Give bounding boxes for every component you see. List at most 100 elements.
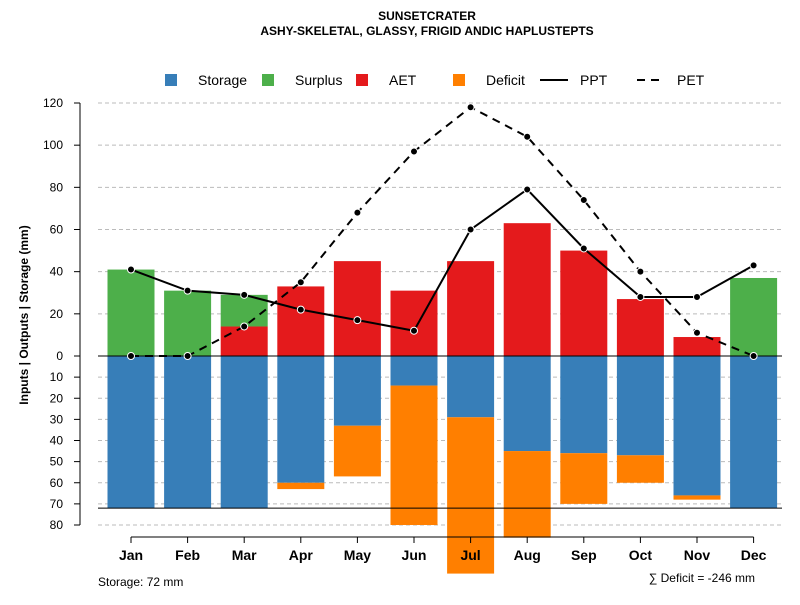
x-tick-label: Mar <box>232 547 257 563</box>
storage-bar <box>673 356 721 496</box>
deficit-bar <box>673 495 721 500</box>
ppt-point <box>523 185 532 194</box>
ppt-point <box>579 244 588 253</box>
y-tick-label: 60 <box>50 476 64 490</box>
pet-point <box>127 352 135 360</box>
y-tick-label: 30 <box>50 412 64 426</box>
y-tick-label: 120 <box>43 96 63 110</box>
aet-bar <box>616 299 664 356</box>
x-tick-label: Dec <box>741 547 767 563</box>
footer-deficit: ∑ Deficit = -246 mm <box>649 571 755 585</box>
ppt-line <box>130 188 755 332</box>
ppt-point <box>749 261 758 270</box>
ppt-point <box>410 326 418 335</box>
footer-storage: Storage: 72 mm <box>98 575 183 589</box>
ppt-point <box>693 292 701 301</box>
pet-point <box>410 147 418 156</box>
storage-bar <box>560 356 608 454</box>
chart-title: SUNSETCRATER <box>378 9 476 23</box>
deficit-bar <box>277 482 325 490</box>
y-tick-label: 50 <box>50 455 64 469</box>
x-tick-label: Feb <box>175 547 200 563</box>
storage-bar <box>390 356 438 386</box>
y-tick-label: 70 <box>50 497 64 511</box>
storage-bar <box>730 356 778 509</box>
y-axis-title: Inputs | Outputs | Storage (mm) <box>17 225 31 404</box>
surplus-bar <box>107 269 155 356</box>
lines-layer <box>127 103 758 360</box>
legend: Storage Surplus AET Deficit PPT PET <box>165 72 705 88</box>
x-tick-label: May <box>344 547 371 563</box>
aet-bar <box>503 223 551 356</box>
deficit-bar <box>503 451 551 538</box>
y-tick-label: 40 <box>50 265 64 279</box>
aet-bar <box>673 337 721 356</box>
x-tick-label: Aug <box>514 547 541 563</box>
surplus-bar <box>220 294 268 327</box>
x-tick-label: Sep <box>571 547 597 563</box>
grid-layer <box>98 102 782 526</box>
y-tick-label: 20 <box>50 391 64 405</box>
ppt-point <box>127 265 135 274</box>
legend-swatch-aet <box>356 74 368 86</box>
pet-point <box>523 132 532 141</box>
ppt-point <box>240 290 249 299</box>
storage-bar <box>616 356 664 456</box>
y-tick-label: 60 <box>50 223 64 237</box>
storage-bar <box>164 356 212 509</box>
deficit-bar <box>333 425 381 477</box>
storage-bar <box>447 356 495 418</box>
deficit-bar <box>390 385 438 525</box>
legend-label-aet: AET <box>389 72 417 88</box>
x-tick-label: Oct <box>629 547 653 563</box>
y-tick-label: 80 <box>50 518 64 532</box>
bars-layer <box>107 223 778 574</box>
ppt-point <box>466 225 475 234</box>
legend-swatch-storage <box>165 74 177 86</box>
ppt-point <box>183 286 192 295</box>
legend-label-ppt: PPT <box>580 72 608 88</box>
x-tick-label: Jan <box>119 547 143 563</box>
legend-label-surplus: Surplus <box>295 72 342 88</box>
surplus-bar <box>730 277 778 356</box>
chart-subtitle: ASHY-SKELETAL, GLASSY, FRIGID ANDIC HAPL… <box>260 24 593 38</box>
aet-bar <box>220 326 268 356</box>
storage-bar <box>220 356 268 509</box>
deficit-bar <box>447 417 495 574</box>
legend-label-pet: PET <box>677 72 705 88</box>
y-tick-label: 10 <box>50 370 64 384</box>
pet-point <box>636 267 645 276</box>
storage-bar <box>107 356 155 509</box>
aet-bar <box>447 261 495 356</box>
surplus-bar <box>164 290 212 356</box>
y-tick-label: 80 <box>50 180 64 194</box>
pet-point <box>240 322 249 331</box>
x-tick-label: Apr <box>289 547 314 563</box>
ppt-point <box>353 316 362 325</box>
x-tick-label: Jun <box>402 547 427 563</box>
legend-swatch-surplus <box>262 74 274 86</box>
deficit-bar <box>616 455 664 483</box>
legend-label-storage: Storage <box>198 72 247 88</box>
y-tick-label: 20 <box>50 307 64 321</box>
x-tick-label: Jul <box>460 547 480 563</box>
storage-bar <box>503 356 551 452</box>
pet-point <box>296 278 305 287</box>
pet-point <box>466 103 475 112</box>
y-tick-label: 0 <box>56 349 63 363</box>
y-tick-label: 40 <box>50 434 64 448</box>
pet-point <box>579 195 588 204</box>
pet-point <box>183 352 192 360</box>
y-tick-label: 100 <box>43 138 63 152</box>
storage-bar <box>277 356 325 483</box>
pet-point <box>749 352 758 360</box>
axes-layer: 0 20 40 60 80 100 120 10 20 30 40 50 60 70 80 Jan Feb Mar… <box>43 96 782 563</box>
aet-bar <box>560 250 608 356</box>
ppt-point <box>296 305 305 314</box>
legend-swatch-deficit <box>453 74 465 86</box>
aet-bar <box>277 286 325 356</box>
pet-line <box>131 106 754 357</box>
x-tick-label: Nov <box>684 547 711 563</box>
